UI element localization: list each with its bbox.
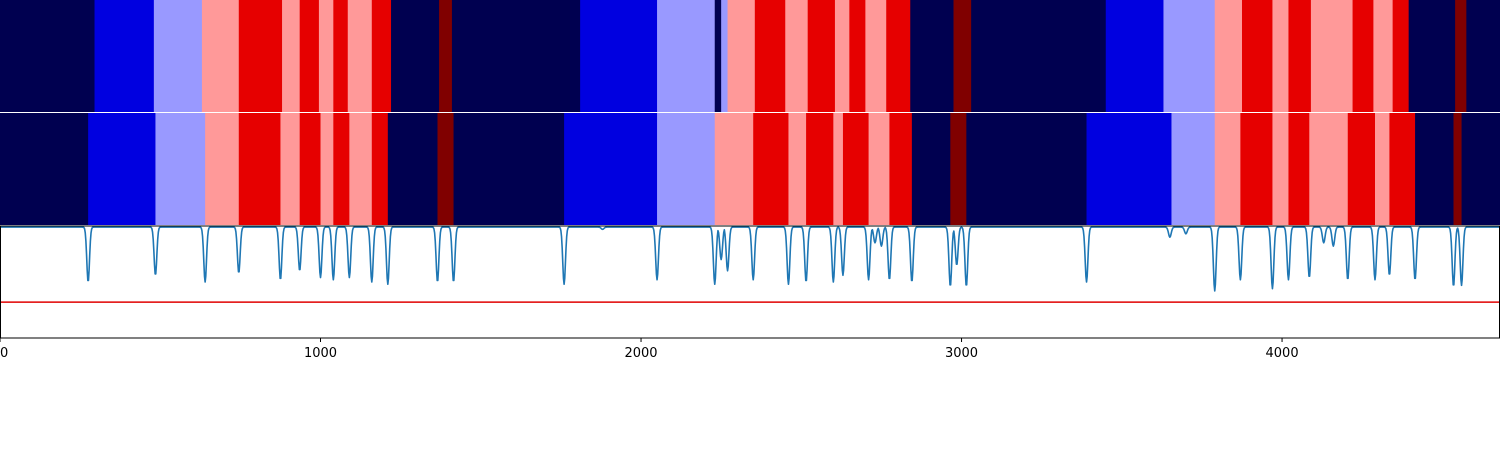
- state-segment: [1455, 0, 1467, 112]
- state-segment: [1288, 113, 1310, 225]
- state-segment: [910, 0, 954, 112]
- state-segment: [1415, 113, 1454, 225]
- state-segment: [437, 113, 454, 225]
- state-segment: [868, 113, 890, 225]
- state-segment: [1086, 113, 1172, 225]
- state-segment: [842, 113, 869, 225]
- state-segment: [1347, 113, 1376, 225]
- state-segment: [333, 0, 349, 112]
- state-segment: [953, 0, 972, 112]
- state-segment: [714, 113, 754, 225]
- state-segment: [1453, 113, 1462, 225]
- state-segment: [1461, 113, 1500, 225]
- state-segment: [580, 0, 658, 112]
- state-segment: [971, 0, 1107, 112]
- state-segment: [834, 0, 850, 112]
- state-segment: [1105, 0, 1164, 112]
- signal-line: [0, 226, 1500, 292]
- x-tick-label: 1000: [304, 346, 337, 361]
- state-segment: [1392, 0, 1410, 112]
- x-tick-label: 3000: [945, 346, 978, 361]
- state-segment: [0, 113, 89, 225]
- state-segment: [1408, 0, 1456, 112]
- heatmap-track-1: [0, 0, 1500, 112]
- state-segment: [1272, 113, 1289, 225]
- state-segment: [889, 113, 913, 225]
- state-segment: [1171, 113, 1216, 225]
- state-segment: [94, 0, 155, 112]
- state-segment: [1272, 0, 1289, 112]
- state-segment: [714, 0, 722, 112]
- state-segment: [238, 0, 283, 112]
- state-segment: [1288, 0, 1312, 112]
- state-segment: [806, 113, 834, 225]
- state-segment: [950, 113, 967, 225]
- state-segment: [333, 113, 350, 225]
- state-segment: [282, 0, 301, 112]
- state-segment: [155, 113, 206, 225]
- state-segment: [1375, 113, 1390, 225]
- state-segment: [865, 0, 887, 112]
- state-segment: [299, 0, 320, 112]
- state-segment: [1240, 113, 1273, 225]
- state-segment: [564, 113, 658, 225]
- state-segment: [439, 0, 453, 112]
- state-segment: [657, 0, 716, 112]
- state-segment: [1309, 113, 1349, 225]
- line-panel: [0, 225, 1500, 339]
- state-segment: [88, 113, 156, 225]
- x-tick-label: 0: [0, 346, 8, 361]
- state-segment: [0, 0, 95, 112]
- state-segment: [1352, 0, 1374, 112]
- state-segment: [371, 0, 392, 112]
- state-segment: [1214, 0, 1243, 112]
- state-segment: [205, 113, 240, 225]
- x-tick-label: 2000: [624, 346, 657, 361]
- x-tick-label: 4000: [1266, 346, 1299, 361]
- state-segment: [320, 113, 334, 225]
- state-segment: [1163, 0, 1216, 112]
- state-segment: [153, 0, 203, 112]
- state-segment: [1241, 0, 1273, 112]
- state-segment: [657, 113, 716, 225]
- state-segment: [201, 0, 240, 112]
- state-segment: [1389, 113, 1416, 225]
- state-segment: [280, 113, 301, 225]
- state-segment: [721, 0, 728, 112]
- state-segment: [727, 0, 756, 112]
- state-segment: [886, 0, 911, 112]
- state-segment: [451, 0, 581, 112]
- state-segment: [807, 0, 836, 112]
- state-segment: [1310, 0, 1353, 112]
- state-segment: [453, 113, 565, 225]
- state-segment: [318, 0, 334, 112]
- line-panel-background: [0, 226, 1500, 338]
- state-segment: [371, 113, 389, 225]
- heatmap-track-2: [0, 113, 1500, 225]
- state-segment: [754, 0, 786, 112]
- state-segment: [347, 0, 373, 112]
- state-segment: [391, 0, 440, 112]
- state-segment: [387, 113, 438, 225]
- state-segment: [849, 0, 866, 112]
- state-segment: [966, 113, 1087, 225]
- state-segment: [753, 113, 789, 225]
- state-segment: [833, 113, 844, 225]
- heatmap-tracks: [0, 0, 1500, 225]
- state-segment: [788, 113, 807, 225]
- state-segment: [349, 113, 373, 225]
- state-segment: [785, 0, 809, 112]
- state-segment: [299, 113, 321, 225]
- state-segment: [911, 113, 951, 225]
- state-segment: [1466, 0, 1500, 112]
- state-segment: [238, 113, 281, 225]
- state-segment: [1373, 0, 1394, 112]
- x-axis: 0 1000 2000 3000 4000: [0, 338, 1299, 361]
- state-segment: [1214, 113, 1241, 225]
